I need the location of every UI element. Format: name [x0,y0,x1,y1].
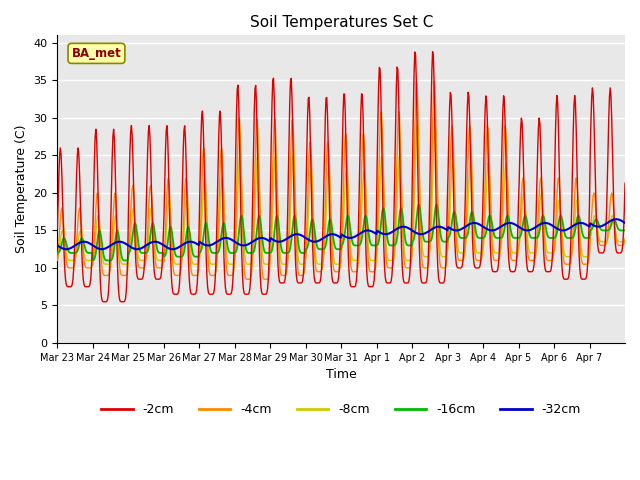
Title: Soil Temperatures Set C: Soil Temperatures Set C [250,15,433,30]
Text: BA_met: BA_met [72,47,122,60]
X-axis label: Time: Time [326,368,356,381]
Y-axis label: Soil Temperature (C): Soil Temperature (C) [15,125,28,253]
Legend: -2cm, -4cm, -8cm, -16cm, -32cm: -2cm, -4cm, -8cm, -16cm, -32cm [97,398,586,421]
